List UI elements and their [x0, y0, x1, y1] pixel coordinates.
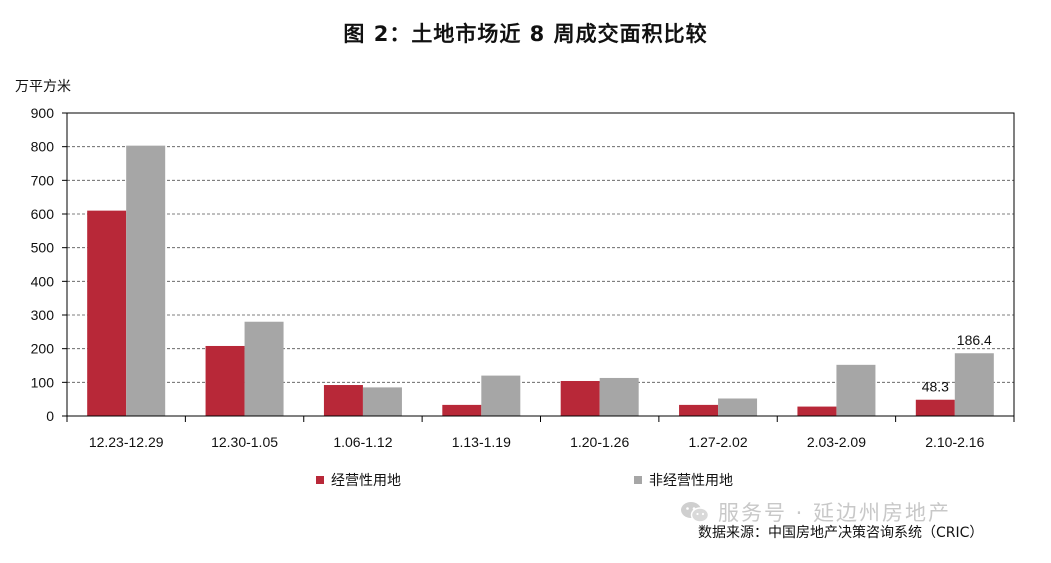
legend-label-operating: 经营性用地: [331, 473, 401, 489]
chart-title: 图 2：土地市场近 8 周成交面积比较: [343, 22, 708, 46]
watermark: 服务号 · 延边州房地产: [680, 497, 951, 527]
wechat-icon: [681, 502, 710, 523]
y-tick-label: 100: [31, 374, 55, 390]
y-tick-label: 300: [31, 307, 55, 323]
legend-label-non-operating: 非经营性用地: [649, 473, 733, 489]
x-tick-label: 1.06-1.12: [333, 434, 392, 450]
y-tick-label: 800: [31, 139, 55, 155]
x-tick-label: 12.23-12.29: [89, 434, 164, 450]
bar-operating: [87, 210, 127, 416]
bar-non-operating: [718, 398, 758, 416]
bar-non-operating: [954, 353, 994, 416]
bar-operating: [205, 345, 245, 416]
bar-non-operating: [481, 375, 521, 416]
legend-item-non-operating: 非经营性用地: [634, 470, 733, 490]
y-tick-label: 400: [31, 273, 55, 289]
bar-operating: [442, 404, 482, 416]
x-tick-label: 2.10-2.16: [925, 434, 984, 450]
x-tick-label: 1.13-1.19: [452, 434, 511, 450]
watermark-text: 服务号 · 延边州房地产: [718, 501, 952, 525]
axes: 0 100 200 300 400 500 600 700 800 900 12.23-12.29 1…: [31, 105, 1015, 450]
y-axis-unit: 万平方米: [15, 79, 71, 95]
bar-operating: [560, 380, 600, 416]
bar-operating: [679, 404, 719, 416]
data-label: 186.4: [957, 332, 992, 348]
x-tick-label: 12.30-1.05: [211, 434, 278, 450]
bar-non-operating: [244, 321, 284, 416]
bar-non-operating: [126, 145, 166, 416]
bar-operating: [323, 385, 363, 416]
legend-item-operating: 经营性用地: [316, 470, 401, 490]
y-tick-label: 700: [31, 172, 55, 188]
bar-non-operating: [599, 377, 639, 416]
bar-chart: 0 100 200 300 400 500 600 700 800 900 12.23-12.29 1…: [31, 105, 1015, 450]
y-tick-label: 500: [31, 240, 55, 256]
bars: [87, 145, 994, 416]
y-tick-label: 0: [46, 408, 54, 424]
x-tick-label: 1.27-2.02: [688, 434, 747, 450]
x-tick-label: 1.20-1.26: [570, 434, 629, 450]
x-tick-label: 2.03-2.09: [807, 434, 866, 450]
legend-swatch-non-operating: [634, 476, 642, 484]
y-tick-label: 200: [31, 341, 55, 357]
y-tick-label: 900: [31, 105, 55, 121]
bar-operating: [915, 399, 955, 416]
bar-non-operating: [836, 364, 876, 416]
legend-swatch-operating: [316, 476, 324, 484]
bar-operating: [797, 406, 837, 416]
bar-non-operating: [362, 387, 402, 416]
y-tick-label: 600: [31, 206, 55, 222]
data-label: 48.3: [922, 379, 949, 395]
data-source-note: 数据来源：中国房地产决策咨询系统（CRIC）: [698, 525, 984, 541]
